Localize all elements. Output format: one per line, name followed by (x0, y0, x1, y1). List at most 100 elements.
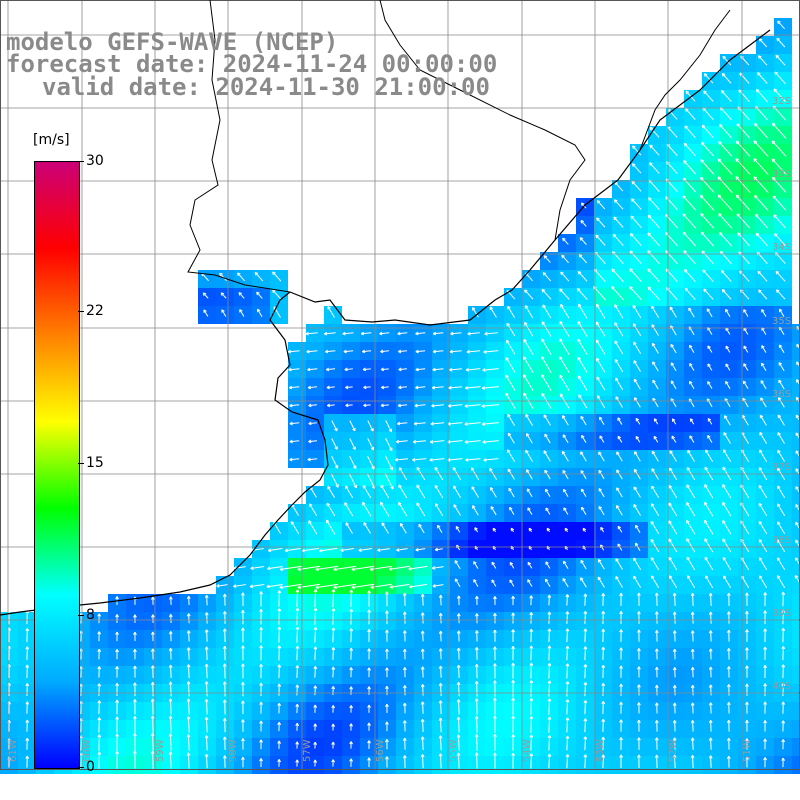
wind-vector-head (671, 380, 675, 383)
wind-vector (362, 485, 372, 499)
wind-vector-head (759, 467, 763, 470)
wind-vector (777, 432, 785, 444)
wind-vector (506, 339, 516, 355)
wind-vector-head (614, 340, 618, 343)
wind-vector-head (543, 414, 547, 417)
wind-vector-head (152, 698, 155, 702)
wind-vector-head (308, 520, 312, 523)
wind-vector (704, 502, 714, 517)
wind-vector-head (651, 305, 655, 309)
wind-vector (267, 565, 283, 570)
wind-vector-head (386, 610, 389, 614)
wind-vector-head (704, 73, 708, 76)
wind-vector-head (597, 200, 601, 203)
wind-vector-head (404, 611, 407, 615)
wind-vector-head (638, 629, 641, 633)
wind-vector-head (473, 579, 477, 582)
wind-vector (308, 440, 318, 443)
wind-vector-head (782, 609, 786, 613)
wind-vector-head (388, 567, 392, 570)
wind-vector (651, 324, 659, 336)
wind-vector-head (758, 520, 763, 524)
wind-vector-head (386, 648, 389, 652)
wind-vector-head (98, 666, 102, 670)
wind-vector-head (116, 699, 119, 703)
wind-vector-head (284, 548, 288, 552)
wind-vector-head (704, 501, 708, 505)
wind-vector (580, 416, 587, 426)
wind-vector-head (491, 561, 495, 565)
wind-vector-head (736, 140, 740, 143)
border-uruguay-brazil (379, 0, 586, 241)
wind-vector-head (723, 449, 727, 452)
wind-vector-head (755, 105, 759, 108)
wind-vector-head (728, 648, 731, 652)
wind-vector-head (778, 379, 782, 383)
wind-vector-head (707, 398, 711, 401)
wind-vector (725, 381, 731, 389)
wind-vector (358, 548, 373, 552)
wind-vector-head (757, 270, 761, 273)
wind-vector (651, 450, 659, 462)
wind-vector (717, 194, 733, 211)
wind-vector-head (759, 575, 763, 578)
wind-vector-head (363, 403, 367, 406)
wind-vector (754, 195, 769, 211)
wind-vector-head (432, 349, 436, 353)
wind-vector (296, 645, 298, 661)
wind-vector (289, 422, 300, 425)
wind-vector-head (775, 54, 780, 57)
wind-vector-head (617, 435, 621, 439)
wind-vector (670, 344, 677, 354)
wind-vector (652, 379, 659, 390)
wind-vector-head (545, 578, 549, 582)
wind-vector (741, 449, 750, 463)
wind-vector-head (350, 741, 353, 745)
wind-speed-cell (792, 324, 800, 342)
latitude-label: 32S (772, 96, 791, 107)
wind-speed-cell (792, 756, 800, 774)
wind-vector (735, 176, 751, 194)
wind-vector (458, 682, 460, 697)
wind-speed-cell (792, 666, 800, 684)
wind-vector-head (707, 363, 711, 366)
wind-vector-head (567, 681, 570, 685)
wind-vector (326, 502, 336, 517)
wind-vector-head (260, 720, 263, 724)
wind-vector (314, 646, 317, 661)
wind-vector (314, 607, 317, 625)
wind-vector (349, 420, 356, 432)
wind-vector (692, 755, 694, 768)
wind-vector-head (98, 734, 102, 738)
wind-vector-head (685, 108, 689, 111)
wind-vector-head (380, 367, 384, 371)
wind-vector-head (506, 339, 510, 343)
wind-speed-cell (792, 738, 800, 756)
wind-vector (297, 565, 321, 571)
wind-vector-head (434, 484, 439, 488)
wind-vector-head (368, 648, 371, 652)
wind-vector-head (350, 628, 354, 632)
wind-vector (509, 507, 515, 515)
wind-vector (455, 526, 461, 533)
wind-vector-head (584, 593, 588, 597)
wind-vector (566, 717, 569, 733)
wind-vector (284, 547, 301, 552)
wind-speed-cell (792, 396, 800, 414)
wind-vector (668, 502, 678, 517)
wind-vector-head (584, 610, 588, 615)
wind-vector (385, 420, 392, 432)
wind-vector (343, 350, 354, 353)
wind-vector-head (530, 716, 534, 720)
wind-vector-head (686, 538, 690, 541)
forecast-date: forecast date: 2024-11-24 00:00:00 (6, 50, 498, 78)
wind-vector-head (440, 665, 443, 669)
wind-vector-head (98, 717, 102, 721)
wind-vector (665, 232, 679, 247)
wind-vector (647, 214, 661, 229)
wind-vector-head (707, 308, 711, 311)
wind-vector-head (512, 645, 515, 650)
wind-vector (367, 438, 374, 451)
wind-vector-head (743, 380, 747, 384)
wind-vector (616, 451, 623, 462)
